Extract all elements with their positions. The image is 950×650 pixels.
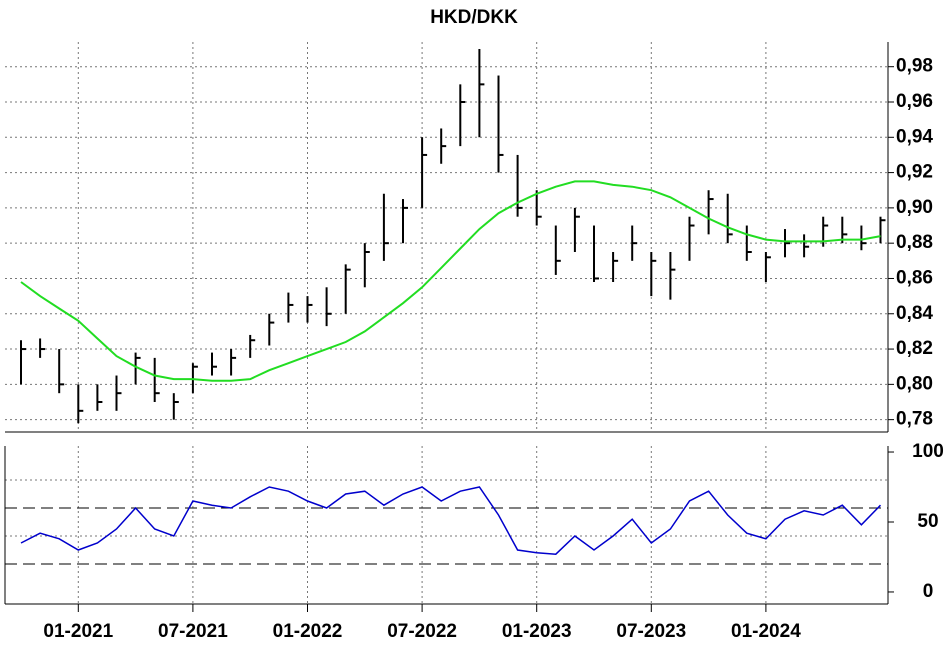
y-tick-label: 100	[912, 441, 944, 462]
x-tick-label: 01-2021	[43, 621, 113, 642]
rsi-line	[20, 486, 882, 555]
y-tick-label: 0,96	[896, 91, 933, 112]
y-tick-label: 0,80	[896, 373, 933, 394]
y-tick-label: 0,90	[896, 197, 933, 218]
x-tick-label: 07-2021	[158, 621, 228, 642]
y-tick-label: 0	[923, 581, 934, 602]
x-tick-label: 01-2022	[273, 621, 343, 642]
x-tick-label: 07-2022	[387, 621, 457, 642]
x-tick-label: 07-2023	[616, 621, 686, 642]
y-tick-label: 0,98	[896, 56, 933, 77]
y-tick-label: 50	[917, 511, 938, 532]
x-tick-label: 01-2024	[731, 621, 801, 642]
y-tick-label: 0,94	[896, 126, 933, 147]
moving-average	[20, 180, 881, 382]
y-tick-label: 0,86	[896, 267, 933, 288]
chart-title: HKD/DKK	[430, 7, 518, 28]
y-tick-label: 0,78	[896, 409, 933, 430]
y-tick-label: 0,82	[896, 338, 933, 359]
y-tick-label: 0,88	[896, 232, 933, 253]
y-tick-label: 0,92	[896, 162, 933, 183]
x-tick-label: 01-2023	[502, 621, 572, 642]
y-tick-label: 0,84	[896, 303, 933, 324]
